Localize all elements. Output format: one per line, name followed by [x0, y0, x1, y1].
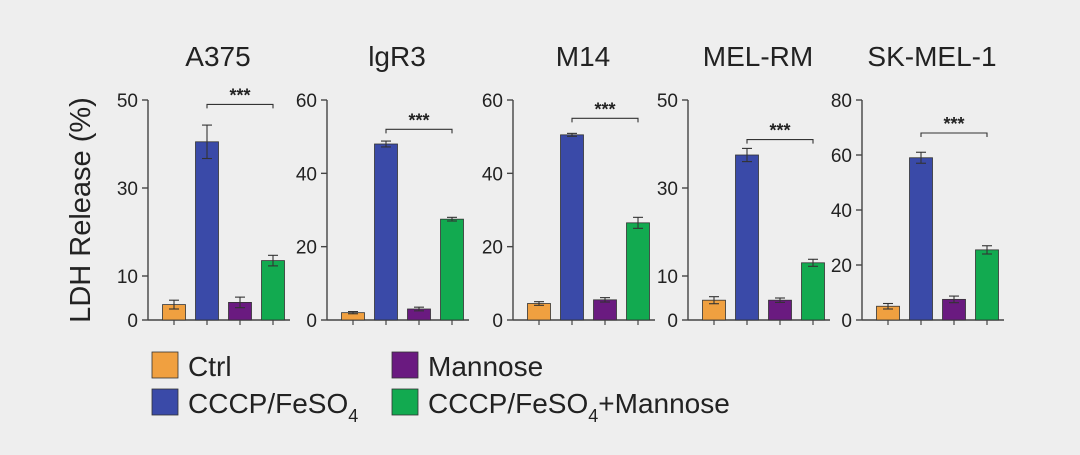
bar-ctrl: [527, 303, 551, 321]
bar-cccp-feso4-mannose: [626, 222, 650, 321]
significance-bracket: [571, 117, 639, 123]
y-tick-label: 50: [117, 91, 138, 112]
panel-1: lgR3 0 20 40 60 ***: [296, 41, 469, 332]
bar-cccp-feso4: [735, 154, 759, 321]
y-tick-label: 0: [841, 311, 852, 332]
panel-0: A375 0 10 30 50 ***: [117, 41, 290, 332]
bar-cccp-feso4: [374, 143, 398, 321]
significance-label: ***: [229, 85, 250, 105]
y-tick-label: 30: [657, 179, 678, 200]
y-axis-label: LDH Release (%): [65, 97, 97, 323]
y-tick-label: 20: [831, 256, 852, 277]
panel-title: lgR3: [368, 41, 426, 72]
legend-label: CCCP/FeSO4: [188, 388, 358, 426]
bar-cccp-feso4: [909, 157, 933, 321]
legend-label: CCCP/FeSO4+Mannose: [428, 388, 730, 426]
y-tick-label: 60: [482, 91, 503, 112]
legend-item-2: Mannose: [391, 351, 543, 382]
significance-label: ***: [943, 114, 964, 134]
y-tick-label: 0: [667, 311, 678, 332]
y-tick-label: 0: [306, 311, 317, 332]
y-tick-label: 30: [117, 179, 138, 200]
bar-cccp-feso4: [195, 141, 219, 321]
legend-swatch: [151, 351, 179, 379]
y-tick-label: 40: [482, 164, 503, 185]
significance-bracket: [746, 139, 814, 144]
panel-2: M14 0 20 40 60 ***: [482, 41, 655, 332]
significance-bracket: [385, 128, 453, 134]
y-tick-label: 10: [657, 267, 678, 288]
legend-item-3: CCCP/FeSO4+Mannose: [391, 388, 730, 426]
panel-title: SK-MEL-1: [867, 41, 996, 72]
legend-label: Mannose: [428, 351, 543, 382]
panel-title: A375: [185, 41, 250, 72]
panel-3: MEL-RM 0 10 30 50 ***: [657, 41, 830, 332]
y-tick-label: 60: [296, 91, 317, 112]
bar-cccp-feso4-mannose: [440, 218, 464, 321]
significance-bracket: [920, 132, 988, 137]
y-tick-label: 10: [117, 267, 138, 288]
legend-item-0: Ctrl: [151, 351, 232, 382]
legend-label-text: Mannose: [428, 351, 543, 382]
legend-label-subscript: 4: [588, 406, 598, 426]
y-tick-label: 60: [831, 146, 852, 167]
chart-panels: A375 0 10 30 50 *** lgR3 0 20 40 60 *** M14 0 20 40 60 **…: [117, 41, 1004, 332]
legend-label: Ctrl: [188, 351, 232, 382]
significance-bracket: [206, 103, 274, 109]
panel-title: MEL-RM: [703, 41, 813, 72]
y-tick-label: 80: [831, 91, 852, 112]
panel-title: M14: [556, 41, 610, 72]
bar-mannose: [593, 299, 617, 321]
y-tick-label: 40: [296, 164, 317, 185]
y-tick-label: 40: [831, 201, 852, 222]
bar-cccp-feso4: [560, 134, 584, 321]
y-tick-label: 20: [296, 238, 317, 259]
y-tick-label: 0: [492, 311, 503, 332]
legend-label-suffix: +Mannose: [598, 388, 730, 419]
y-tick-label: 20: [482, 238, 503, 259]
legend-swatch: [391, 351, 419, 379]
y-tick-label: 0: [127, 311, 138, 332]
legend-label-subscript: 4: [348, 406, 358, 426]
legend-label-text: CCCP/FeSO: [188, 388, 348, 419]
significance-label: ***: [769, 121, 790, 141]
significance-label: ***: [408, 110, 429, 130]
y-tick-label: 50: [657, 91, 678, 112]
bar-cccp-feso4-mannose: [801, 262, 825, 321]
panel-4: SK-MEL-1 0 20 40 60 80 ***: [831, 41, 1004, 332]
bar-mannose: [768, 299, 792, 321]
legend-swatch: [151, 388, 179, 416]
bar-cccp-feso4-mannose: [975, 249, 999, 321]
legend-swatch: [391, 388, 419, 416]
legend-item-1: CCCP/FeSO4: [151, 388, 358, 426]
legend-label-text: Ctrl: [188, 351, 232, 382]
legend-label-text: CCCP/FeSO: [428, 388, 588, 419]
significance-label: ***: [594, 99, 615, 119]
bar-cccp-feso4-mannose: [261, 260, 285, 321]
